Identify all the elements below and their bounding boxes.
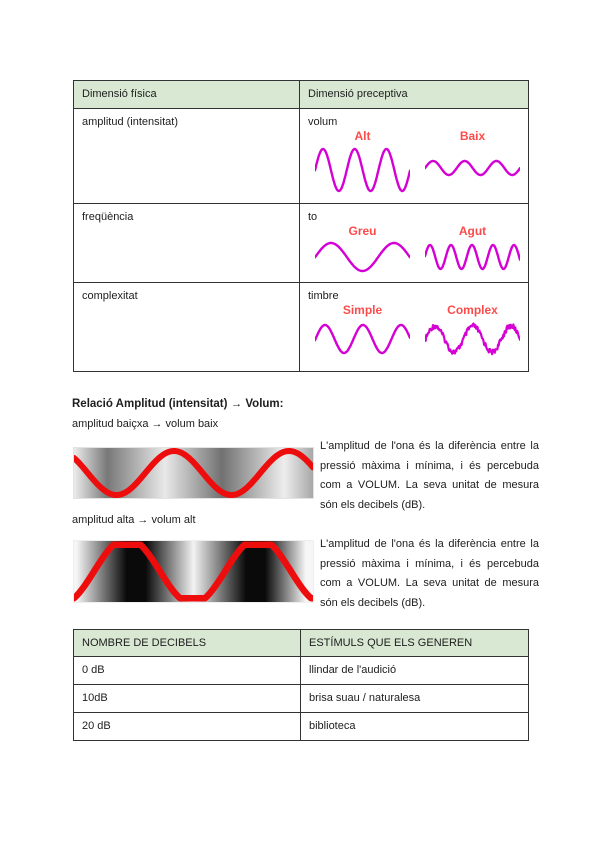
header-dimensio-fisica: Dimensió física (73, 80, 300, 109)
wave-figure-alt: Alt (315, 129, 410, 194)
cell-to-label: to (308, 211, 318, 223)
to-waves: Greu Agut (308, 224, 520, 277)
red-pressure-wave-low-icon (74, 448, 313, 498)
pressure-wave-image-high (73, 540, 314, 603)
cell-volum-label: volum (308, 116, 338, 128)
pressure-wave-image-low (73, 447, 314, 499)
wave-figure-agut: Agut (425, 224, 520, 277)
wave-label-agut: Agut (458, 224, 487, 238)
cell-complexitat: complexitat (73, 282, 300, 372)
cell-timbre: timbre Simple Complex (299, 282, 529, 372)
cell-frequencia: freqüència (73, 203, 300, 283)
table-row-0db: 0 dB llindar de l'audició (73, 656, 529, 685)
cell-20db: 20 dB (73, 712, 301, 741)
cell-10db: 10dB (73, 684, 301, 713)
table-row-10db: 10dB brisa suau / naturalesa (73, 684, 529, 713)
dimensions-table: Dimensió física Dimensió preceptiva ampl… (73, 80, 529, 372)
wave-label-complex: Complex (447, 303, 498, 317)
section-title: Relació Amplitud (intensitat) → Volum: (72, 398, 284, 410)
wave-label-greu: Greu (348, 224, 377, 238)
low-amplitude-caption: amplitud baiçxa → volum baix (72, 418, 219, 430)
complex-timbre-wave-icon (425, 322, 520, 356)
high-pitch-wave-icon (425, 243, 520, 271)
high-volume-wave-icon (315, 147, 410, 193)
header-estimuls: ESTÍMULS QUE ELS GENEREN (300, 629, 529, 657)
wave-label-simple: Simple (342, 303, 383, 317)
cell-to: to Greu Agut (299, 203, 529, 283)
low-volume-wave-icon (425, 159, 520, 177)
high-amplitude-caption: amplitud alta → volum alt (72, 514, 196, 526)
wave-figure-simple: Simple (315, 303, 410, 362)
cell-volum: volum Alt Baix (299, 108, 529, 204)
decibels-table-header-row: NOMBRE DE DECIBELS ESTÍMULS QUE ELS GENE… (73, 629, 529, 657)
decibels-table: NOMBRE DE DECIBELS ESTÍMULS QUE ELS GENE… (73, 629, 529, 741)
cell-timbre-label: timbre (308, 290, 339, 302)
wave-figure-baix: Baix (425, 129, 520, 194)
amplitude-paragraph-1: L'amplitud de l'ona és la diferència ent… (320, 440, 539, 511)
cell-20db-stimulus: biblioteca (300, 712, 529, 741)
cell-10db-stimulus: brisa suau / naturalesa (300, 684, 529, 713)
red-pressure-wave-high-icon (74, 541, 313, 602)
timbre-waves: Simple Complex (308, 303, 520, 362)
table-row-20db: 20 dB biblioteca (73, 712, 529, 741)
table-row-complexitat: complexitat timbre Simple Complex (73, 282, 529, 372)
volum-waves: Alt Baix (308, 129, 520, 194)
wave-label-alt: Alt (354, 129, 371, 143)
dimensions-table-header-row: Dimensió física Dimensió preceptiva (73, 80, 529, 109)
simple-timbre-wave-icon (315, 323, 410, 355)
cell-0db-stimulus: llindar de l'audició (300, 656, 529, 685)
cell-0db: 0 dB (73, 656, 301, 685)
table-row-amplitud: amplitud (intensitat) volum Alt Baix (73, 108, 529, 204)
cell-amplitud: amplitud (intensitat) (73, 108, 300, 204)
header-nombre-decibels: NOMBRE DE DECIBELS (73, 629, 301, 657)
wave-figure-greu: Greu (315, 224, 410, 277)
amplitude-paragraph-2: L'amplitud de l'ona és la diferència ent… (320, 538, 539, 609)
header-dimensio-preceptiva: Dimensió preceptiva (299, 80, 529, 109)
table-row-frequencia: freqüència to Greu Agut (73, 203, 529, 283)
wave-figure-complex: Complex (425, 303, 520, 362)
low-pitch-wave-icon (315, 241, 410, 273)
wave-label-baix: Baix (459, 129, 486, 143)
